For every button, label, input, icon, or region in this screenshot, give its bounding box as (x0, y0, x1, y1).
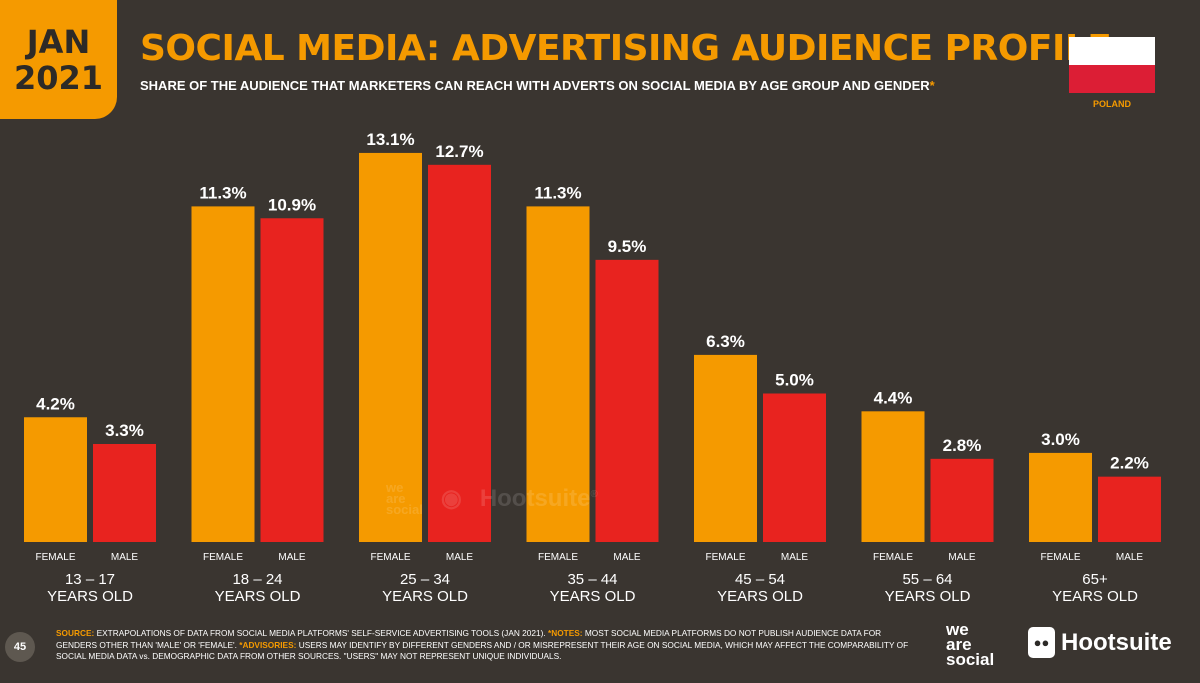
bar-female (694, 354, 757, 542)
category-label: YEARS OLD (215, 588, 301, 605)
bar-female (359, 152, 422, 542)
category-label: 55 – 64 (902, 571, 952, 588)
country-label: POLAND (1093, 99, 1131, 109)
bar-value-label: 12.7% (435, 142, 483, 161)
page-subtitle: SHARE OF THE AUDIENCE THAT MARKETERS CAN… (140, 78, 935, 93)
bar-gender-label: MALE (948, 552, 976, 563)
watermark: we are social ◉ Hootsuite® (386, 480, 598, 517)
bar-gender-label: FEMALE (705, 552, 745, 563)
logo-was-line: social (946, 650, 995, 669)
hootsuite-logo: ●● Hootsuite (1028, 627, 1172, 658)
watermark-was-line: we (386, 480, 404, 495)
notes-text: MOST SOCIAL MEDIA PLATFORMS DO NOT PUBLI… (56, 628, 882, 650)
bar-male (595, 259, 659, 542)
category-label: 35 – 44 (567, 571, 617, 588)
bar-female (1029, 452, 1092, 542)
bar-gender-label: FEMALE (203, 552, 243, 563)
hootsuite-wordmark: Hootsuite (1061, 628, 1172, 656)
bar-value-label: 9.5% (608, 237, 647, 256)
bar-male (930, 458, 994, 542)
category-label: 25 – 34 (400, 571, 450, 588)
watermark-was-line: are (386, 491, 406, 506)
bar-value-label: 5.0% (775, 371, 814, 390)
advisories-text: USERS MAY IDENTIFY BY DIFFERENT GENDERS … (56, 639, 909, 662)
bar-gender-label: MALE (1116, 552, 1144, 563)
bar-value-label: 3.0% (1041, 430, 1080, 449)
bar-male (260, 218, 324, 542)
we-are-social-logo: we are social (946, 620, 995, 669)
watermark-hootsuite: Hootsuite® (480, 485, 598, 513)
bar-value-label: 10.9% (268, 195, 316, 214)
bar-value-label: 11.3% (199, 183, 246, 202)
bar-gender-label: FEMALE (873, 552, 913, 563)
subtitle-asterisk: * (929, 78, 935, 93)
bar-value-label: 4.4% (874, 388, 913, 407)
bar-female (191, 206, 255, 542)
bar-gender-label: FEMALE (35, 552, 75, 563)
category-label: YEARS OLD (382, 588, 468, 605)
category-label: YEARS OLD (47, 588, 133, 605)
logo-was-line: we (946, 620, 969, 639)
bar-gender-label: MALE (613, 552, 641, 563)
bar-value-label: 3.3% (105, 421, 144, 440)
source-label: SOURCE: (56, 628, 95, 638)
flag-red-stripe (1069, 65, 1155, 93)
notes-label: *NOTES: (547, 628, 583, 638)
poland-flag-icon (1069, 37, 1155, 93)
watermark-we-are-social: we are social (386, 480, 423, 517)
owl-icon: ◉ (440, 485, 462, 512)
bar-gender-label: FEMALE (370, 552, 410, 563)
watermark-hootsuite-word: Hootsuite (479, 484, 591, 512)
bar-male (93, 443, 156, 542)
bar-gender-label: MALE (278, 552, 306, 563)
bar-male (428, 164, 491, 542)
page-number: 45 (5, 632, 35, 662)
flag-white-stripe (1069, 37, 1155, 65)
advisories-label: *ADVISORIES: (239, 639, 297, 650)
bar-value-label: 2.8% (943, 436, 982, 455)
bar-male (763, 393, 826, 542)
logo-was-line: are (946, 635, 972, 654)
source-text: EXTRAPOLATIONS OF DATA FROM SOCIAL MEDIA… (94, 628, 548, 638)
bar-value-label: 11.3% (534, 183, 581, 202)
bar-gender-label: MALE (111, 552, 139, 563)
date-month: JAN (26, 22, 91, 61)
watermark-registered-mark: ® (590, 488, 598, 500)
bar-value-label: 4.2% (36, 394, 75, 413)
category-label: YEARS OLD (885, 588, 971, 605)
bar-value-label: 2.2% (1110, 454, 1149, 473)
bar-value-label: 6.3% (706, 332, 745, 351)
bar-gender-label: FEMALE (1040, 552, 1080, 563)
bar-female (861, 411, 925, 542)
date-badge: JAN 2021 (0, 0, 117, 119)
source-footnote: SOURCE: EXTRAPOLATIONS OF DATA FROM SOCI… (56, 628, 916, 663)
subtitle-text: SHARE OF THE AUDIENCE THAT MARKETERS CAN… (140, 78, 930, 93)
hootsuite-owl-icon: ●● (1028, 627, 1055, 658)
category-label: 45 – 54 (735, 571, 785, 588)
category-label: YEARS OLD (717, 588, 803, 605)
watermark-was-line: social (386, 502, 423, 517)
category-label: 65+ (1082, 571, 1108, 588)
page-title: SOCIAL MEDIA: ADVERTISING AUDIENCE PROFI… (140, 28, 1112, 69)
category-label: YEARS OLD (550, 588, 636, 605)
bar-gender-label: MALE (446, 552, 474, 563)
bar-value-label: 13.1% (366, 130, 414, 149)
category-label: YEARS OLD (1052, 588, 1138, 605)
category-label: 18 – 24 (232, 571, 282, 588)
date-year: 2021 (13, 58, 104, 97)
bar-gender-label: FEMALE (538, 552, 578, 563)
bar-female (24, 417, 87, 542)
bar-female (526, 206, 590, 542)
bar-male (1098, 476, 1161, 542)
category-label: 13 – 17 (65, 571, 115, 588)
bar-gender-label: MALE (781, 552, 809, 563)
